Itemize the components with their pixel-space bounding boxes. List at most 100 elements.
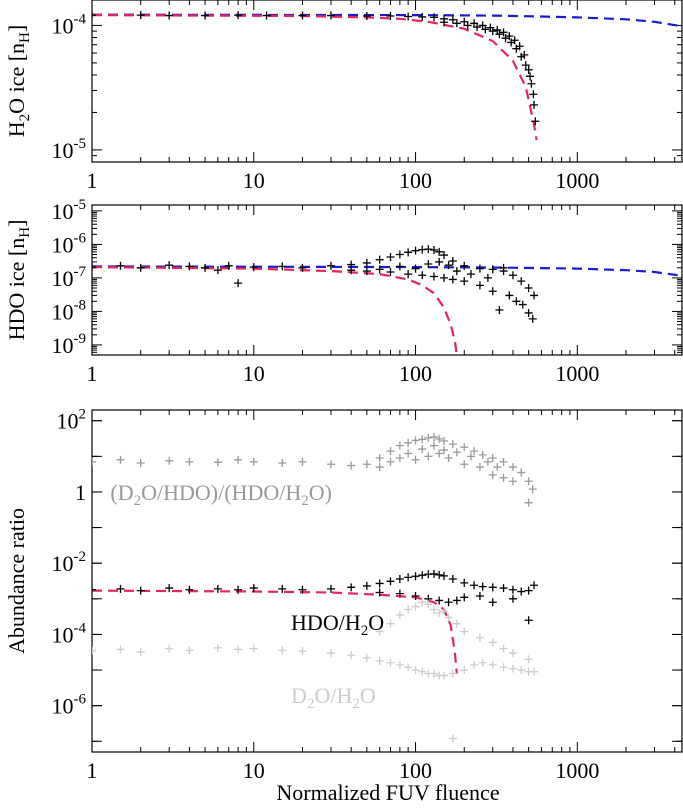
plot-frame [91, 204, 683, 356]
data-point [395, 611, 404, 620]
y-tick-base: 10 [52, 13, 74, 38]
data-point [508, 664, 517, 673]
data-point [444, 613, 453, 622]
y-tick-label: 10-6 [52, 230, 87, 257]
data-point [213, 266, 222, 275]
data-point [298, 11, 307, 20]
y-tick-base: 10 [52, 622, 74, 647]
data-point [470, 581, 479, 590]
data-point [424, 600, 433, 609]
data-point [326, 11, 335, 20]
data-point [404, 663, 413, 672]
data-point [234, 585, 243, 594]
x-tick-label: 1 [87, 361, 98, 386]
data-point [460, 666, 469, 675]
data-point [347, 583, 356, 592]
data-point [488, 470, 497, 479]
y-tick-label: 10-6 [52, 692, 87, 719]
data-point [234, 455, 243, 464]
y-tick-label: 10-9 [52, 331, 87, 358]
data-point [460, 17, 469, 26]
data-point [440, 436, 449, 445]
plot-frame [91, 409, 683, 753]
data-point [92, 585, 96, 594]
x-tick-label: 10 [243, 758, 265, 783]
data-point [512, 44, 521, 53]
data-point [404, 12, 413, 21]
data-point [424, 260, 433, 269]
data-point [508, 477, 517, 486]
data-point [448, 669, 457, 678]
data-point [435, 434, 444, 443]
data-point [460, 460, 469, 469]
data-point [347, 651, 356, 660]
data-point [524, 283, 533, 292]
data-point [165, 584, 174, 593]
y-tick-base: 10 [52, 333, 74, 358]
data-point [386, 619, 395, 628]
data-point [440, 607, 449, 616]
data-point [518, 300, 527, 309]
data-point [530, 667, 539, 676]
y-tick-base: 1 [75, 480, 86, 505]
data-point [92, 263, 96, 272]
data-point [524, 308, 533, 317]
data-point [326, 584, 335, 593]
y-tick-base: 10 [57, 409, 79, 434]
data-point [448, 15, 457, 24]
data-point [530, 291, 539, 300]
data-point [418, 571, 427, 580]
y-tick-exponent: 2 [79, 407, 87, 423]
data-point [505, 291, 514, 300]
data-point [530, 100, 539, 109]
x-axis-label: Normalized FUV fluence [276, 780, 499, 805]
y-tick-exponent: -7 [74, 264, 87, 280]
model-curve-1 [92, 266, 458, 355]
data-point [528, 314, 537, 323]
data-point [466, 270, 475, 279]
data-point [499, 584, 508, 593]
data-point [92, 646, 96, 655]
y-tick-exponent: -4 [74, 620, 87, 636]
data-point [475, 463, 484, 472]
data-point [495, 30, 504, 39]
data-point [470, 447, 479, 456]
data-point [375, 627, 384, 636]
data-point [386, 253, 395, 262]
data-point [249, 457, 258, 466]
data-point [524, 477, 533, 486]
data-point [411, 436, 420, 445]
data-point [524, 616, 533, 625]
y-tick-label: 102 [57, 407, 87, 434]
data-point [435, 570, 444, 579]
data-point [185, 262, 194, 271]
data-point [136, 459, 145, 468]
data-point [448, 574, 457, 583]
data-point [404, 438, 413, 447]
data-point [375, 265, 384, 274]
data-point [444, 453, 453, 462]
data-point [116, 455, 125, 464]
data-point [521, 61, 530, 70]
data-point [517, 666, 526, 675]
data-point [475, 281, 484, 290]
plot-frame [91, 0, 683, 163]
data-point [386, 577, 395, 586]
y-tick-base: 10 [52, 232, 74, 257]
data-point [508, 594, 517, 603]
data-point [213, 584, 222, 593]
data-point [185, 646, 194, 655]
data-point [362, 12, 371, 21]
data-point [452, 267, 461, 276]
x-tick-label: 1000 [555, 758, 599, 783]
data-point [92, 11, 96, 20]
data-point [440, 251, 449, 260]
data-point [435, 608, 444, 617]
y-tick-label: 10-4 [52, 620, 87, 647]
data-point [524, 498, 533, 507]
data-point [395, 589, 404, 598]
data-point [386, 457, 395, 466]
y-tick-base: 10 [52, 694, 74, 719]
data-point [429, 272, 438, 281]
